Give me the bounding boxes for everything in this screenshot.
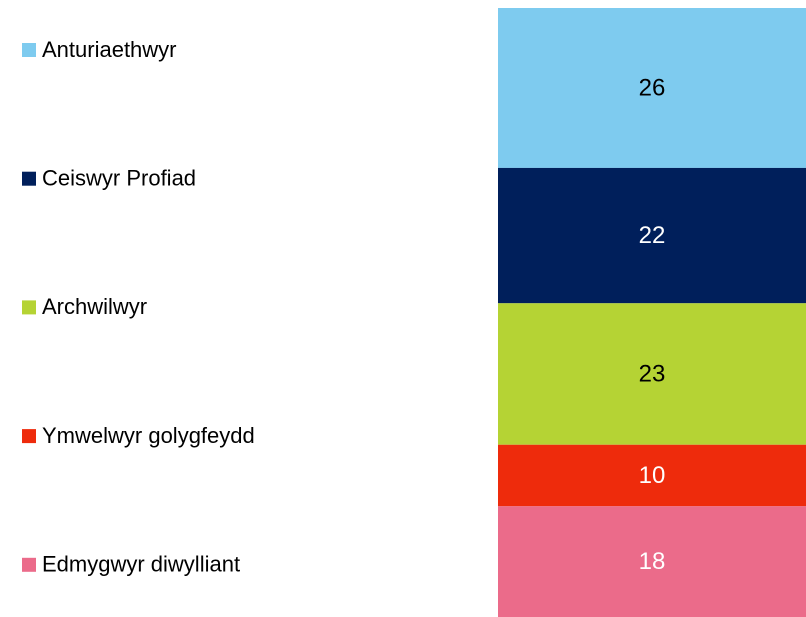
data-label: 26 bbox=[639, 74, 666, 101]
data-label: 22 bbox=[639, 222, 666, 249]
legend-label: Archwilwyr bbox=[42, 294, 147, 319]
bar-segment bbox=[498, 167, 806, 304]
bar-segment bbox=[498, 303, 806, 445]
bar-segment bbox=[498, 8, 806, 168]
legend-label: Anturiaethwyr bbox=[42, 37, 177, 62]
legend-swatch bbox=[22, 300, 36, 315]
legend-label: Ymwelwyr golygfeydd bbox=[42, 423, 255, 448]
data-label: 18 bbox=[639, 548, 666, 575]
data-label: 10 bbox=[639, 462, 666, 489]
legend-swatch bbox=[22, 171, 36, 186]
bar-segment bbox=[498, 506, 806, 617]
legend-swatch bbox=[22, 429, 36, 444]
legend-label: Edmygwyr diwylliant bbox=[42, 552, 240, 577]
legend-label: Ceiswyr Profiad bbox=[42, 166, 196, 191]
legend-swatch bbox=[22, 43, 36, 57]
legend-swatch bbox=[22, 557, 36, 572]
bar-segment bbox=[498, 444, 806, 507]
data-label: 23 bbox=[639, 360, 666, 387]
